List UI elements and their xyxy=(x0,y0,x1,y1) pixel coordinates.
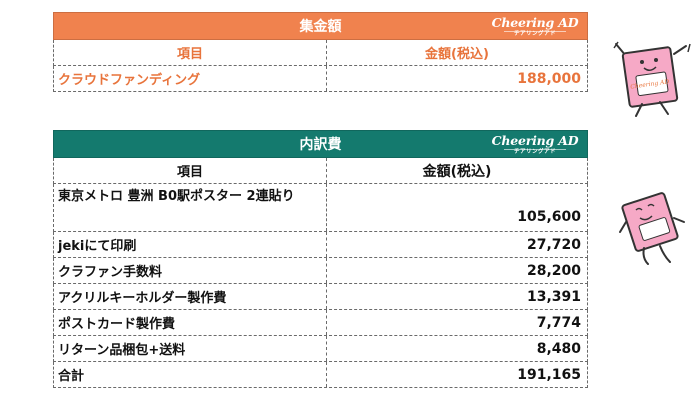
breakdown-header: 内訳費 Cheering AD チアリングアド xyxy=(53,130,588,158)
row-amount: 28,200 xyxy=(526,262,581,279)
row-item: 東京メトロ 豊洲 B0駅ポスター 2連貼り xyxy=(54,184,327,231)
col-amount-header: 金額(税込) xyxy=(425,47,489,62)
cheering-ad-logo: Cheering AD チアリングアド xyxy=(491,15,579,37)
row-amount: 188,000 xyxy=(517,70,581,87)
table-row: jekiにて印刷 27,720 xyxy=(53,232,588,258)
table-row: 東京メトロ 豊洲 B0駅ポスター 2連貼り 105,600 xyxy=(53,184,588,232)
row-item: jekiにて印刷 xyxy=(54,232,327,257)
col-item-header: 項目 xyxy=(54,40,327,65)
breakdown-table: 内訳費 Cheering AD チアリングアド 項目 金額(税込) 東京メトロ … xyxy=(53,130,588,388)
row-item: クラウドファンディング xyxy=(54,66,327,91)
sitting-mascot xyxy=(619,192,685,265)
total-row: 合計 191,165 xyxy=(53,362,588,388)
table-row: クラファン手数料 28,200 xyxy=(53,258,588,284)
row-item: ポストカード製作費 xyxy=(54,310,327,335)
breakdown-title: 内訳費 xyxy=(299,137,342,153)
row-item: リターン品梱包+送料 xyxy=(54,336,327,361)
summary-table: 集金額 Cheering AD チアリングアド 項目 金額(税込) クラウドファ… xyxy=(53,12,588,92)
total-label: 合計 xyxy=(54,362,327,387)
summary-header: 集金額 Cheering AD チアリングアド xyxy=(53,12,588,40)
total-amount: 191,165 xyxy=(517,366,581,383)
row-item: クラファン手数料 xyxy=(54,258,327,283)
summary-column-header: 項目 金額(税込) xyxy=(53,40,588,66)
table-row: リターン品梱包+送料 8,480 xyxy=(53,336,588,362)
row-amount: 105,600 xyxy=(517,209,581,225)
col-amount-header: 金額(税込) xyxy=(422,163,492,180)
row-amount: 7,774 xyxy=(536,314,581,331)
row-amount: 8,480 xyxy=(536,340,581,357)
table-row: クラウドファンディング 188,000 xyxy=(53,66,588,92)
row-amount: 27,720 xyxy=(526,236,581,253)
col-item-header: 項目 xyxy=(54,158,327,183)
row-item: アクリルキーホルダー製作費 xyxy=(54,284,327,309)
cheering-mascot-top: Cheering AD xyxy=(613,41,691,117)
row-amount: 13,391 xyxy=(526,288,581,305)
cheering-ad-logo: Cheering AD チアリングアド xyxy=(491,133,579,155)
table-row: ポストカード製作費 7,774 xyxy=(53,310,588,336)
summary-title: 集金額 xyxy=(299,19,342,35)
table-row: アクリルキーホルダー製作費 13,391 xyxy=(53,284,588,310)
breakdown-column-header: 項目 金額(税込) xyxy=(53,158,588,184)
